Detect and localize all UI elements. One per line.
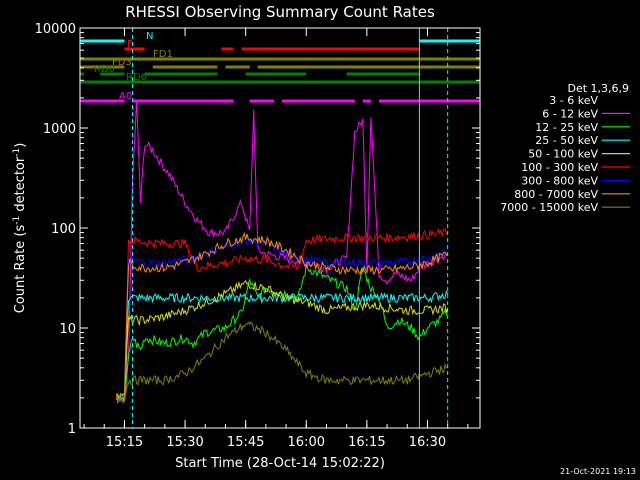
flag-bar-label: RD6 <box>126 72 147 83</box>
y-tick-label: 10 <box>59 322 76 337</box>
series-line <box>115 289 449 404</box>
flag-bar-label: FD3 <box>112 57 132 68</box>
legend-entry-label: 7000 - 15000 keV <box>500 201 598 214</box>
legend-entry-label: 3 - 6 keV <box>549 94 598 107</box>
y-tick-label: 100 <box>51 222 76 237</box>
flag-bar-label: F <box>127 39 133 50</box>
legend-entry-label: 50 - 100 keV <box>528 148 598 161</box>
legend-entry-label: 25 - 50 keV <box>535 134 598 147</box>
series-layer <box>115 100 449 429</box>
chart-title: RHESSI Observing Summary Count Rates <box>125 3 435 21</box>
series-line <box>115 228 449 403</box>
x-tick-label: 15:15 <box>106 435 143 450</box>
plot-frame <box>79 27 481 429</box>
x-axis-ticks: 15:15 15:30 15:45 16:00 16:15 16:30 <box>83 28 469 450</box>
series-line <box>115 236 448 404</box>
legend-entry-label: 6 - 12 keV <box>542 107 598 120</box>
legend-title: Det 1,3,6,9 <box>567 82 629 95</box>
series-line <box>116 100 449 400</box>
series-line <box>115 118 348 429</box>
legend-entry-label: 12 - 25 keV <box>535 121 598 134</box>
series-line <box>115 280 449 404</box>
y-tick-label: 1000 <box>43 122 76 137</box>
x-axis-label: Start Time (28-Oct-14 15:02:22) <box>175 456 385 471</box>
legend-entry-label: 100 - 300 keV <box>521 161 598 174</box>
series-line <box>116 263 449 402</box>
x-tick-label: 15:45 <box>227 435 264 450</box>
x-tick-label: 16:30 <box>409 435 446 450</box>
flag-bar-label: RD0 <box>94 64 115 75</box>
x-tick-label: 15:30 <box>166 435 203 450</box>
flag-bar-label: FD1 <box>153 49 173 60</box>
flag-bar-label: N <box>146 31 153 42</box>
x-tick-label: 16:15 <box>348 435 385 450</box>
series-line <box>115 231 448 401</box>
y-axis-label: Count Rate (s-1 detector-1) <box>12 143 28 314</box>
y-axis-ticks: 1 10 100 1000 10000 <box>35 22 480 437</box>
y-tick-label: 10000 <box>35 22 76 37</box>
legend-entry-label: 300 - 800 keV <box>521 174 598 187</box>
y-tick-label: 1 <box>68 422 76 437</box>
series-line <box>115 321 448 403</box>
x-tick-label: 16:00 <box>288 435 325 450</box>
flag-bar-label: A0 <box>119 91 132 102</box>
render-timestamp: 21-Oct-2021 19:13 <box>560 467 636 476</box>
legend-entry-label: 800 - 7000 keV <box>514 188 598 201</box>
